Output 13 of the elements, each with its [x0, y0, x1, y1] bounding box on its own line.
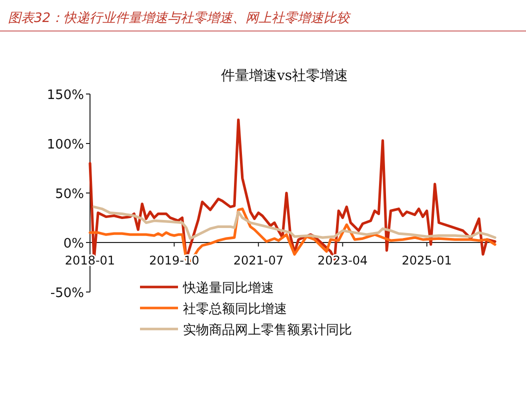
legend-label: 快递量同比增速: [182, 281, 274, 296]
legend-label: 实物商品网上零售额累计同比: [183, 323, 352, 338]
chart-subtitle: 件量增速vs社零增速: [220, 68, 348, 84]
y-tick-label: 0%: [63, 236, 84, 252]
x-tick-label: 2023-04: [318, 254, 368, 268]
x-tick-label: 2025-01: [402, 254, 452, 268]
y-tick-label: 100%: [46, 138, 84, 152]
x-tick-label: 2021-07: [233, 254, 284, 268]
y-tick-label: -50%: [50, 286, 84, 301]
legend-label: 社零总额同比增速: [183, 302, 287, 317]
y-tick-label: 150%: [46, 88, 84, 103]
chart-title: 图表32：快递行业件量增速与社零增速、网上社零增速比较: [8, 11, 352, 26]
y-tick-label: 50%: [55, 187, 84, 202]
